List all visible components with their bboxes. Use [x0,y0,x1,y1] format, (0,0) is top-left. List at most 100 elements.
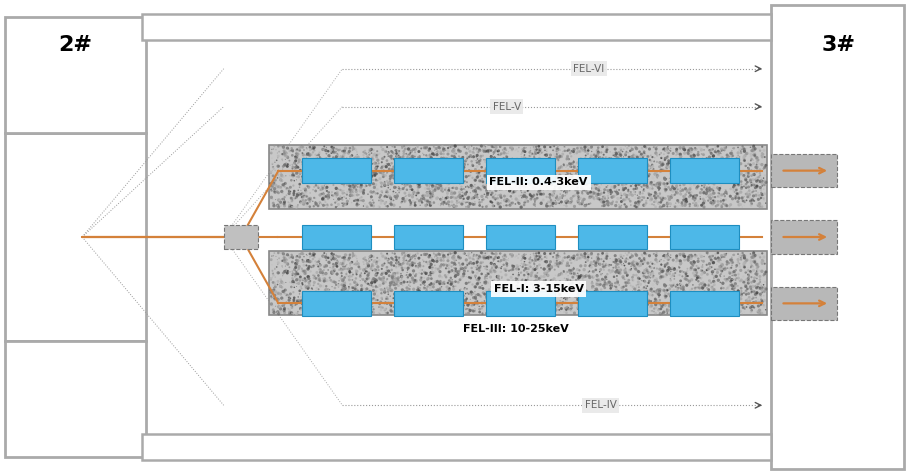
Point [396,259,411,267]
Point [490,199,505,207]
Point [576,293,591,301]
Point [395,268,410,275]
Point [361,297,375,305]
Point [637,268,652,275]
Point [509,265,523,273]
Point [667,203,682,210]
Point [523,191,538,199]
Point [750,274,764,282]
Point [685,178,699,186]
Point [411,183,425,191]
Point [403,288,417,295]
Point [411,288,425,295]
Point [280,267,295,275]
Point [501,150,516,157]
Point [420,198,435,205]
Point [414,160,428,167]
Point [537,273,551,280]
Point [631,274,645,282]
Point [719,189,733,196]
Point [673,153,687,161]
Point [467,300,482,307]
Point [268,182,283,189]
Point [532,155,547,162]
Point [301,168,316,176]
Point [405,170,420,177]
Point [404,289,418,297]
Point [474,284,488,292]
Point [604,183,619,191]
Point [279,291,294,299]
Point [467,201,482,209]
Point [585,268,600,275]
Point [747,249,761,256]
Point [540,255,554,262]
Point [406,173,421,180]
Point [648,149,663,157]
Point [750,301,765,308]
Point [638,273,653,281]
Point [635,170,649,178]
Point [684,157,698,165]
Point [484,268,498,276]
Point [638,290,653,297]
Point [380,193,394,201]
Point [440,283,455,291]
Point [630,258,645,266]
Point [428,286,443,294]
Point [640,291,655,298]
Point [306,175,320,182]
Point [329,260,343,267]
Point [282,203,297,211]
Point [478,278,493,286]
Point [725,155,740,163]
Point [610,281,624,288]
Point [423,294,437,301]
Point [515,277,530,284]
Point [434,182,448,189]
Point [369,258,383,266]
Point [338,251,352,259]
Point [678,268,693,276]
Point [647,198,662,206]
Point [502,294,517,301]
Point [454,290,468,297]
Point [479,168,494,175]
Point [746,147,761,155]
Point [418,269,433,276]
Point [632,148,646,155]
Point [488,309,502,317]
Point [656,159,670,166]
Point [275,150,289,158]
Point [425,186,440,194]
Point [664,308,678,315]
Point [408,259,423,267]
Point [546,182,561,189]
Point [312,149,327,156]
Point [353,294,368,301]
Point [294,306,309,314]
Point [284,145,299,152]
Point [680,293,695,301]
Point [557,250,572,257]
Point [408,305,423,312]
Point [667,159,682,166]
Point [673,161,687,169]
Point [300,200,315,207]
Point [593,304,608,312]
Point [373,282,387,289]
Point [502,178,517,186]
Point [470,184,485,192]
Point [497,146,511,154]
Point [610,191,624,199]
Point [686,195,700,202]
Point [466,260,480,267]
Point [302,175,317,182]
Point [431,286,446,293]
Point [295,296,310,304]
Point [478,173,493,181]
Point [264,168,278,176]
Point [527,143,541,151]
Point [592,154,606,161]
Point [467,146,481,153]
